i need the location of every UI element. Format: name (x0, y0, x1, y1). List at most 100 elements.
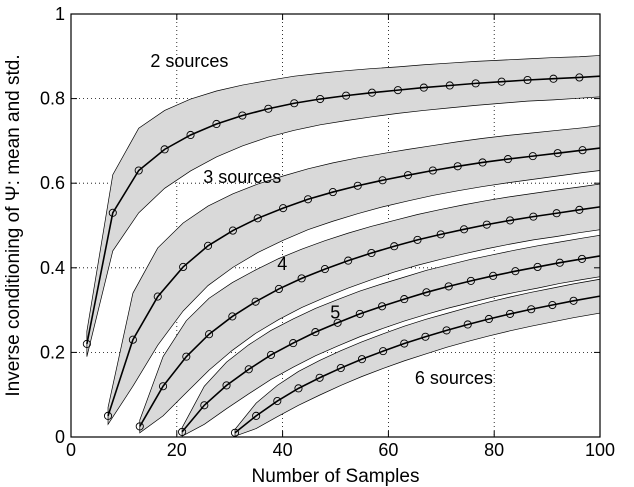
data-point (311, 328, 320, 337)
data-point (413, 235, 422, 244)
data-point (205, 330, 214, 339)
data-point (316, 94, 325, 104)
data-point (82, 339, 91, 348)
data-point (328, 188, 337, 197)
series-annotation: 6 sources (415, 368, 493, 388)
data-point (289, 339, 298, 348)
data-point (158, 382, 168, 391)
data-point (489, 271, 498, 280)
data-point (466, 276, 475, 285)
data-point (228, 312, 237, 321)
data-point (186, 130, 195, 140)
data-point (222, 381, 231, 390)
data-point (153, 292, 162, 301)
data-point (238, 111, 247, 120)
markers (82, 73, 587, 437)
x-tick-label: 60 (378, 440, 398, 460)
data-point (506, 216, 515, 225)
y-tick-label: 0.4 (40, 258, 65, 278)
data-point (390, 242, 399, 251)
data-point (336, 364, 345, 373)
data-point (273, 396, 282, 406)
data-point (108, 208, 117, 217)
data-point (523, 75, 532, 85)
data-point (160, 145, 169, 154)
data-point (482, 220, 491, 229)
mean-line-4 (139, 206, 601, 427)
data-point (459, 225, 469, 234)
data-point (552, 209, 561, 218)
data-point (444, 282, 453, 291)
data-point (548, 300, 557, 310)
data-point (555, 258, 564, 267)
y-tick-label: 0.2 (40, 342, 65, 362)
data-point (244, 365, 253, 374)
x-tick-label: 80 (484, 440, 504, 460)
data-point (442, 326, 451, 335)
data-point (421, 332, 430, 341)
data-point (182, 352, 191, 361)
data-point (333, 318, 342, 327)
data-point (251, 297, 260, 306)
series-annotation: 4 (277, 254, 287, 274)
data-point (200, 401, 209, 410)
data-point (355, 309, 364, 318)
data-point (529, 212, 538, 221)
data-point (266, 350, 276, 359)
data-point (230, 428, 240, 437)
std-bands (86, 55, 601, 437)
data-point (528, 152, 537, 161)
data-point (252, 411, 261, 420)
data-point (549, 74, 558, 83)
data-point (228, 226, 237, 235)
y-tick-label: 0.8 (40, 89, 65, 109)
plot-frame (70, 13, 601, 438)
data-point (353, 181, 362, 190)
data-point (279, 204, 288, 213)
x-tick-label: 0 (66, 440, 76, 460)
data-point (135, 422, 144, 431)
data-point (315, 373, 324, 382)
series-annotation: 2 sources (150, 51, 228, 71)
data-point (400, 295, 409, 304)
x-tick-label: 40 (273, 440, 293, 460)
y-tick-label: 0.6 (40, 173, 65, 193)
data-point (569, 296, 578, 305)
data-point (419, 83, 428, 92)
data-point (577, 254, 587, 263)
data-point (453, 162, 462, 171)
data-point (527, 305, 536, 314)
data-point (463, 320, 472, 329)
data-point (264, 104, 273, 113)
data-point (253, 214, 262, 223)
data-point (274, 284, 283, 294)
mean-line-3 (107, 147, 601, 417)
y-tick-label: 1 (55, 4, 65, 24)
data-point (393, 86, 402, 95)
data-point (575, 73, 584, 82)
y-axis-label: Inverse conditioning of Ψ: mean and std. (3, 54, 24, 396)
data-point (403, 171, 413, 180)
data-point (290, 99, 299, 108)
data-point (379, 347, 388, 356)
data-point (342, 91, 351, 100)
data-point (344, 256, 353, 265)
data-point (471, 79, 480, 88)
y-tick-label: 0 (55, 427, 65, 447)
data-point (179, 262, 188, 272)
data-point (422, 288, 431, 297)
data-point (320, 265, 329, 274)
data-point (578, 146, 587, 155)
data-point (506, 309, 515, 318)
data-point (178, 427, 187, 436)
data-point (445, 81, 454, 90)
annotations: 2 sources 3 sources 4 5 6 sources (150, 51, 493, 388)
data-point (478, 158, 487, 167)
data-point (428, 166, 437, 175)
x-tick-label: 100 (585, 440, 615, 460)
data-point (378, 302, 387, 311)
series-annotation: 5 (330, 303, 340, 323)
mean-lines (86, 75, 601, 434)
data-point (436, 230, 445, 239)
